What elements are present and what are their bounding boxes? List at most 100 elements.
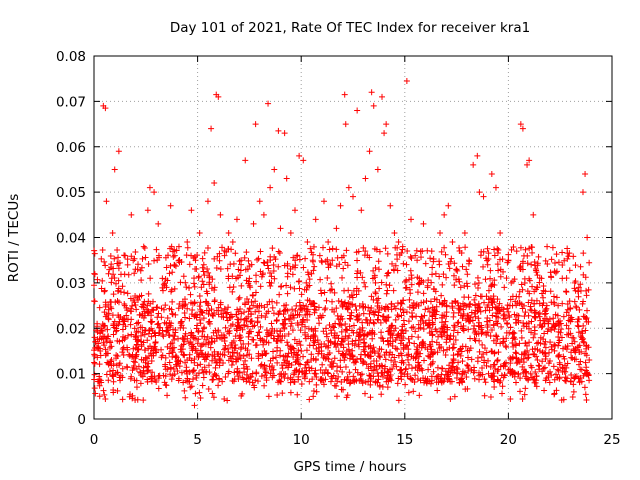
scatter-point [289, 271, 296, 278]
scatter-point [503, 275, 510, 282]
scatter-point [539, 302, 546, 309]
scatter-point [91, 359, 98, 366]
scatter-point [131, 299, 138, 306]
scatter-point [485, 250, 492, 257]
scatter-point [257, 248, 264, 255]
scatter-point [455, 359, 462, 366]
scatter-point [115, 148, 122, 155]
scatter-point [577, 281, 584, 288]
scatter-point [392, 316, 399, 323]
scatter-point [586, 259, 593, 266]
scatter-point [196, 292, 203, 299]
scatter-point [277, 283, 284, 290]
scatter-point [553, 251, 560, 258]
scatter-point [375, 258, 382, 265]
scatter-point [546, 379, 553, 386]
scatter-point [190, 280, 197, 287]
scatter-point [350, 193, 356, 200]
scatter-point [455, 302, 462, 309]
scatter-point [194, 362, 201, 369]
scatter-point [423, 378, 430, 385]
scatter-point [211, 310, 218, 317]
scatter-point [319, 370, 326, 377]
scatter-point [263, 333, 270, 340]
scatter-point [197, 361, 204, 368]
scatter-point [279, 390, 286, 397]
scatter-point [214, 351, 221, 358]
scatter-point [186, 261, 193, 268]
scatter-point [532, 369, 539, 376]
scatter-point [242, 301, 249, 308]
scatter-point [277, 347, 284, 354]
scatter-point [164, 392, 171, 399]
scatter-point [494, 310, 501, 317]
scatter-point [113, 327, 120, 334]
scatter-point [303, 347, 310, 354]
scatter-point [167, 245, 174, 252]
scatter-point [428, 279, 435, 286]
scatter-point [408, 309, 415, 316]
scatter-point [374, 316, 381, 323]
scatter-point [500, 338, 507, 345]
scatter-point [359, 324, 366, 331]
x-tick-label: 20 [500, 432, 517, 448]
scatter-point [580, 322, 587, 329]
scatter-point [349, 294, 356, 301]
scatter-point [135, 261, 142, 268]
scatter-point [553, 294, 560, 301]
scatter-point [316, 348, 323, 355]
scatter-point [425, 305, 432, 312]
scatter-point [225, 245, 232, 252]
scatter-point [258, 273, 265, 280]
scatter-point [432, 311, 439, 318]
scatter-point [202, 298, 209, 305]
grid-lines [94, 56, 612, 419]
scatter-point [357, 376, 364, 383]
scatter-point [439, 325, 446, 332]
scatter-point [105, 270, 112, 277]
scatter-point [232, 333, 239, 340]
scatter-point [318, 377, 325, 384]
scatter-point [509, 278, 516, 285]
scatter-point [320, 381, 327, 388]
scatter-point [565, 312, 572, 319]
scatter-point [572, 347, 579, 354]
scatter-point [528, 261, 535, 268]
scatter-point [341, 376, 348, 383]
scatter-point [141, 347, 148, 354]
scatter-point [373, 358, 380, 365]
scatter-point [324, 274, 331, 281]
scatter-point [240, 361, 247, 368]
scatter-point [194, 340, 201, 347]
scatter-point [498, 323, 505, 330]
scatter-point [375, 373, 382, 380]
scatter-point [327, 378, 334, 385]
scatter-point [281, 316, 288, 323]
scatter-point [541, 364, 548, 371]
scatter-point [159, 275, 166, 282]
scatter-point [344, 392, 351, 399]
scatter-point [114, 288, 121, 295]
scatter-point [196, 389, 203, 396]
scatter-point [362, 304, 369, 311]
scatter-point [437, 229, 444, 236]
scatter-point [112, 299, 119, 306]
scatter-point [127, 391, 134, 398]
scatter-point [108, 279, 115, 286]
scatter-point [372, 290, 379, 297]
scatter-point [481, 299, 488, 306]
scatter-point [378, 279, 385, 286]
scatter-point [275, 127, 282, 134]
scatter-point [551, 259, 558, 266]
scatter-point [429, 360, 436, 367]
scatter-point [114, 353, 121, 360]
scatter-point [277, 225, 284, 232]
scatter-point [477, 308, 484, 315]
scatter-point [289, 327, 296, 334]
scatter-point [358, 207, 365, 214]
scatter-point [258, 312, 265, 319]
scatter-point [252, 377, 259, 384]
scatter-point [412, 252, 419, 259]
scatter-point [263, 350, 270, 357]
scatter-point [533, 297, 540, 304]
